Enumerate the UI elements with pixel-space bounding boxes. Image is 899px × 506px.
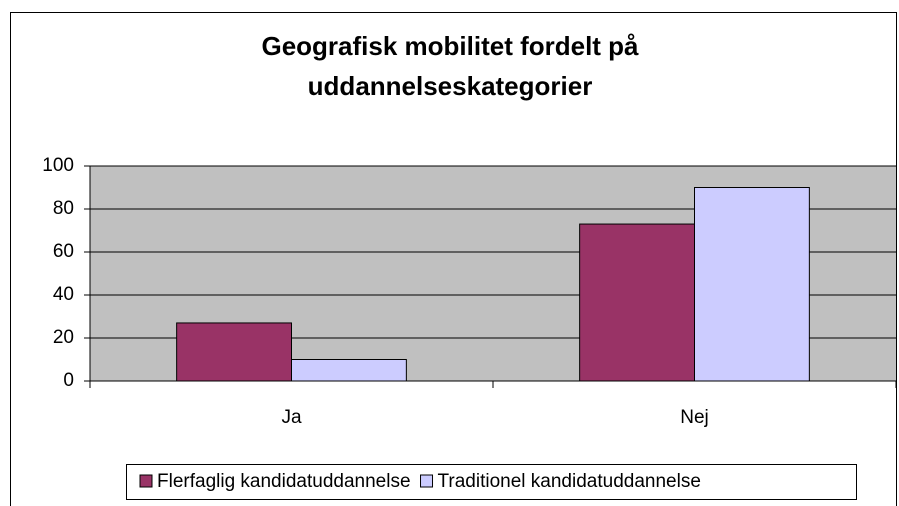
y-tick-label: 100: [42, 155, 74, 176]
y-tick-label: 60: [53, 241, 74, 262]
x-tick-label: Nej: [680, 407, 709, 428]
bar: [694, 187, 810, 382]
chart-title: uddannelseskategorier: [308, 71, 593, 101]
bar: [579, 223, 696, 382]
bar: [291, 359, 407, 382]
x-tick-label: Ja: [281, 407, 302, 428]
bar: [176, 322, 293, 382]
legend-swatch: [139, 474, 153, 488]
y-tick-label: 40: [53, 284, 74, 305]
legend: [126, 464, 857, 500]
legend-label: Flerfaglig kandidatuddannelse: [157, 471, 411, 492]
chart-title: Geografisk mobilitet fordelt på: [261, 31, 639, 61]
legend-swatch: [420, 474, 434, 488]
y-tick-label: 80: [53, 198, 74, 219]
y-tick-label: 20: [53, 327, 74, 348]
legend-label: Traditionel kandidatuddannelse: [438, 471, 701, 492]
y-tick-label: 0: [63, 370, 74, 391]
